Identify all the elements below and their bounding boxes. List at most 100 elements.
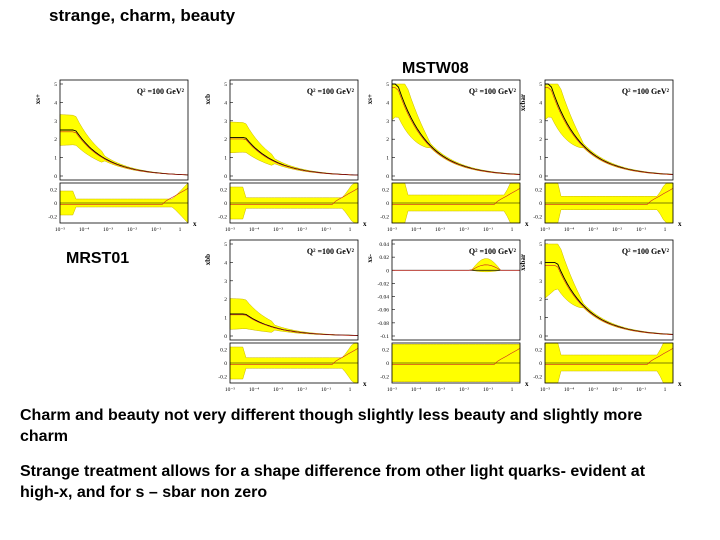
y-tick-label: -0.08 <box>378 321 390 327</box>
x-tick-label: 10⁻² <box>612 227 622 233</box>
ratio-plot-frame <box>544 182 674 224</box>
uncertainty-band <box>229 121 359 176</box>
ratio-tick-label: 0 <box>539 201 542 207</box>
ratio-tick-label: 0.2 <box>50 188 57 194</box>
y-tick-label: 4 <box>386 100 389 106</box>
y-tick-label: -0.04 <box>378 295 390 301</box>
comparison-curve <box>545 87 674 175</box>
x-tick-label: 10⁻⁵ <box>225 387 235 393</box>
ratio-tick-label: -0.2 <box>533 374 542 380</box>
panel-svg: xs+ 5 4 3 2 1 0 Q² =100 GeV² 0.2 0 -0.2 10⁻⁵ 10⁻⁴ 10⁻… <box>366 79 529 233</box>
ratio-comparison-curve <box>392 188 521 205</box>
panel-mstw-xs-plus-2: xs+ 5 4 3 2 1 0 Q² =100 GeV² 0.2 0 -0.2 10⁻⁵ 10⁻⁴ 10⁻… <box>362 78 537 233</box>
ratio-tick-label: -0.2 <box>380 374 389 380</box>
y-tick-label: 1 <box>54 156 57 162</box>
x-tick-label: 10⁻² <box>127 227 137 233</box>
ratio-plot-frame <box>59 182 189 224</box>
y-tick-label: 2 <box>539 137 542 143</box>
y-tick-label: 4 <box>539 100 542 106</box>
x-tick-label: 10⁻³ <box>435 387 445 393</box>
y-tick-label: 0 <box>54 174 57 180</box>
y-tick-label: 4 <box>54 100 57 106</box>
x-tick-label: 10⁻¹ <box>321 387 331 393</box>
comparison-curve <box>230 314 359 336</box>
x-tick-label: 10⁻⁵ <box>540 387 550 393</box>
ratio-comparison-curve <box>392 348 521 365</box>
x-tick-label: 10⁻⁵ <box>387 227 397 233</box>
x-tick-label: 10⁻¹ <box>483 387 493 393</box>
y-tick-label: 2 <box>386 137 389 143</box>
uncertainty-band <box>544 83 674 176</box>
x-tick-label: 10⁻³ <box>588 387 598 393</box>
y-tick-label: 0 <box>539 334 542 340</box>
panel-svg: xsbar 5 4 3 2 1 0 Q² =100 GeV² 0.2 0 -0.2 10⁻⁵ 10⁻⁴ 1… <box>519 239 682 393</box>
y-axis-label: xcbar <box>519 94 527 111</box>
y-tick-label: 0.04 <box>379 242 389 248</box>
ratio-tick-label: 0 <box>224 201 227 207</box>
y-tick-label: 1 <box>386 156 389 162</box>
ratio-tick-label: 0.2 <box>220 348 227 354</box>
ratio-tick-label: 0.2 <box>535 188 542 194</box>
x-tick-label: 10⁻⁴ <box>564 387 574 393</box>
ratio-tick-label: 0 <box>386 201 389 207</box>
ratio-tick-label: 0 <box>54 201 57 207</box>
ratio-tick-label: 0.2 <box>220 188 227 194</box>
y-tick-label: 3 <box>539 279 542 285</box>
ratio-plot-frame <box>229 182 359 224</box>
panel-mstw-xcb: xcb 5 4 3 2 1 0 Q² =100 GeV² 0.2 0 -0.2 10⁻⁵ 10⁻⁴ 10⁻… <box>200 78 375 233</box>
x-tick-label: 1 <box>179 227 182 233</box>
panel-mstw-xs-plus: xs+ 5 4 3 2 1 0 Q² =100 GeV² 0.2 0 -0.2 10⁻⁵ 10⁻⁴ 10⁻… <box>30 78 205 233</box>
y-axis-label: xs+ <box>366 94 374 104</box>
y-tick-label: 5 <box>539 82 542 88</box>
x-tick-label: 10⁻⁵ <box>225 227 235 233</box>
top-plot-frame <box>391 239 521 341</box>
x-tick-label: 10⁻⁵ <box>387 387 397 393</box>
x-axis-label: x <box>363 380 367 388</box>
y-tick-label: 5 <box>54 82 57 88</box>
x-tick-label: 10⁻⁴ <box>411 387 421 393</box>
y-tick-label: 0.02 <box>379 255 389 261</box>
panel-mstw-xcbar: xcbar 5 4 3 2 1 0 Q² =100 GeV² 0.2 0 -0.2 10⁻⁵ 10⁻⁴ 1… <box>515 78 690 233</box>
y-tick-label: 0 <box>386 268 389 274</box>
y-tick-label: 0 <box>224 174 227 180</box>
ratio-tick-label: -0.2 <box>533 214 542 220</box>
x-axis-label: x <box>678 380 682 388</box>
x-tick-label: 10⁻² <box>459 387 469 393</box>
ratio-comparison-curve <box>545 188 674 205</box>
y-tick-label: 1 <box>539 316 542 322</box>
comparison-curve <box>545 265 674 335</box>
x-tick-label: 1 <box>664 227 667 233</box>
q2-label: Q² =100 GeV² <box>137 87 185 96</box>
ratio-tick-label: -0.2 <box>380 214 389 220</box>
y-tick-label: 1 <box>224 156 227 162</box>
y-tick-label: 0 <box>224 334 227 340</box>
y-axis-label: xs+ <box>34 94 42 104</box>
y-tick-label: 3 <box>539 119 542 125</box>
ratio-comparison-curve <box>60 188 189 205</box>
y-tick-label: 5 <box>386 82 389 88</box>
x-tick-label: 10⁻⁴ <box>249 387 259 393</box>
y-tick-label: 0 <box>386 174 389 180</box>
x-tick-label: 10⁻² <box>612 387 622 393</box>
x-tick-label: 10⁻³ <box>435 227 445 233</box>
ratio-tick-label: 0 <box>386 361 389 367</box>
x-axis-label: x <box>525 380 529 388</box>
panel-svg: xs- 0.04 0.02 0 -0.02 -0.04 -0.06 -0.08 -0.1 Q² =… <box>366 239 529 393</box>
q2-label: Q² =100 GeV² <box>622 247 670 256</box>
ratio-plot-frame <box>391 182 521 224</box>
slide-title: strange, charm, beauty <box>49 6 236 25</box>
ratio-tick-label: -0.2 <box>218 214 227 220</box>
x-tick-label: 1 <box>664 387 667 393</box>
comparison-curve <box>60 131 189 176</box>
x-tick-label: 10⁻⁵ <box>540 227 550 233</box>
y-tick-label: 1 <box>224 316 227 322</box>
ratio-tick-label: -0.2 <box>218 374 227 380</box>
y-tick-label: -0.1 <box>380 334 389 340</box>
x-tick-label: 10⁻² <box>297 227 307 233</box>
top-plot-frame <box>229 239 359 341</box>
panel-mrst-xs-minus: xs- 0.04 0.02 0 -0.02 -0.04 -0.06 -0.08 -0.1 Q² =… <box>362 238 537 393</box>
x-tick-label: 10⁻⁴ <box>79 227 89 233</box>
uncertainty-band <box>59 114 189 176</box>
y-tick-label: 3 <box>224 119 227 125</box>
x-tick-label: 10⁻¹ <box>483 227 493 233</box>
